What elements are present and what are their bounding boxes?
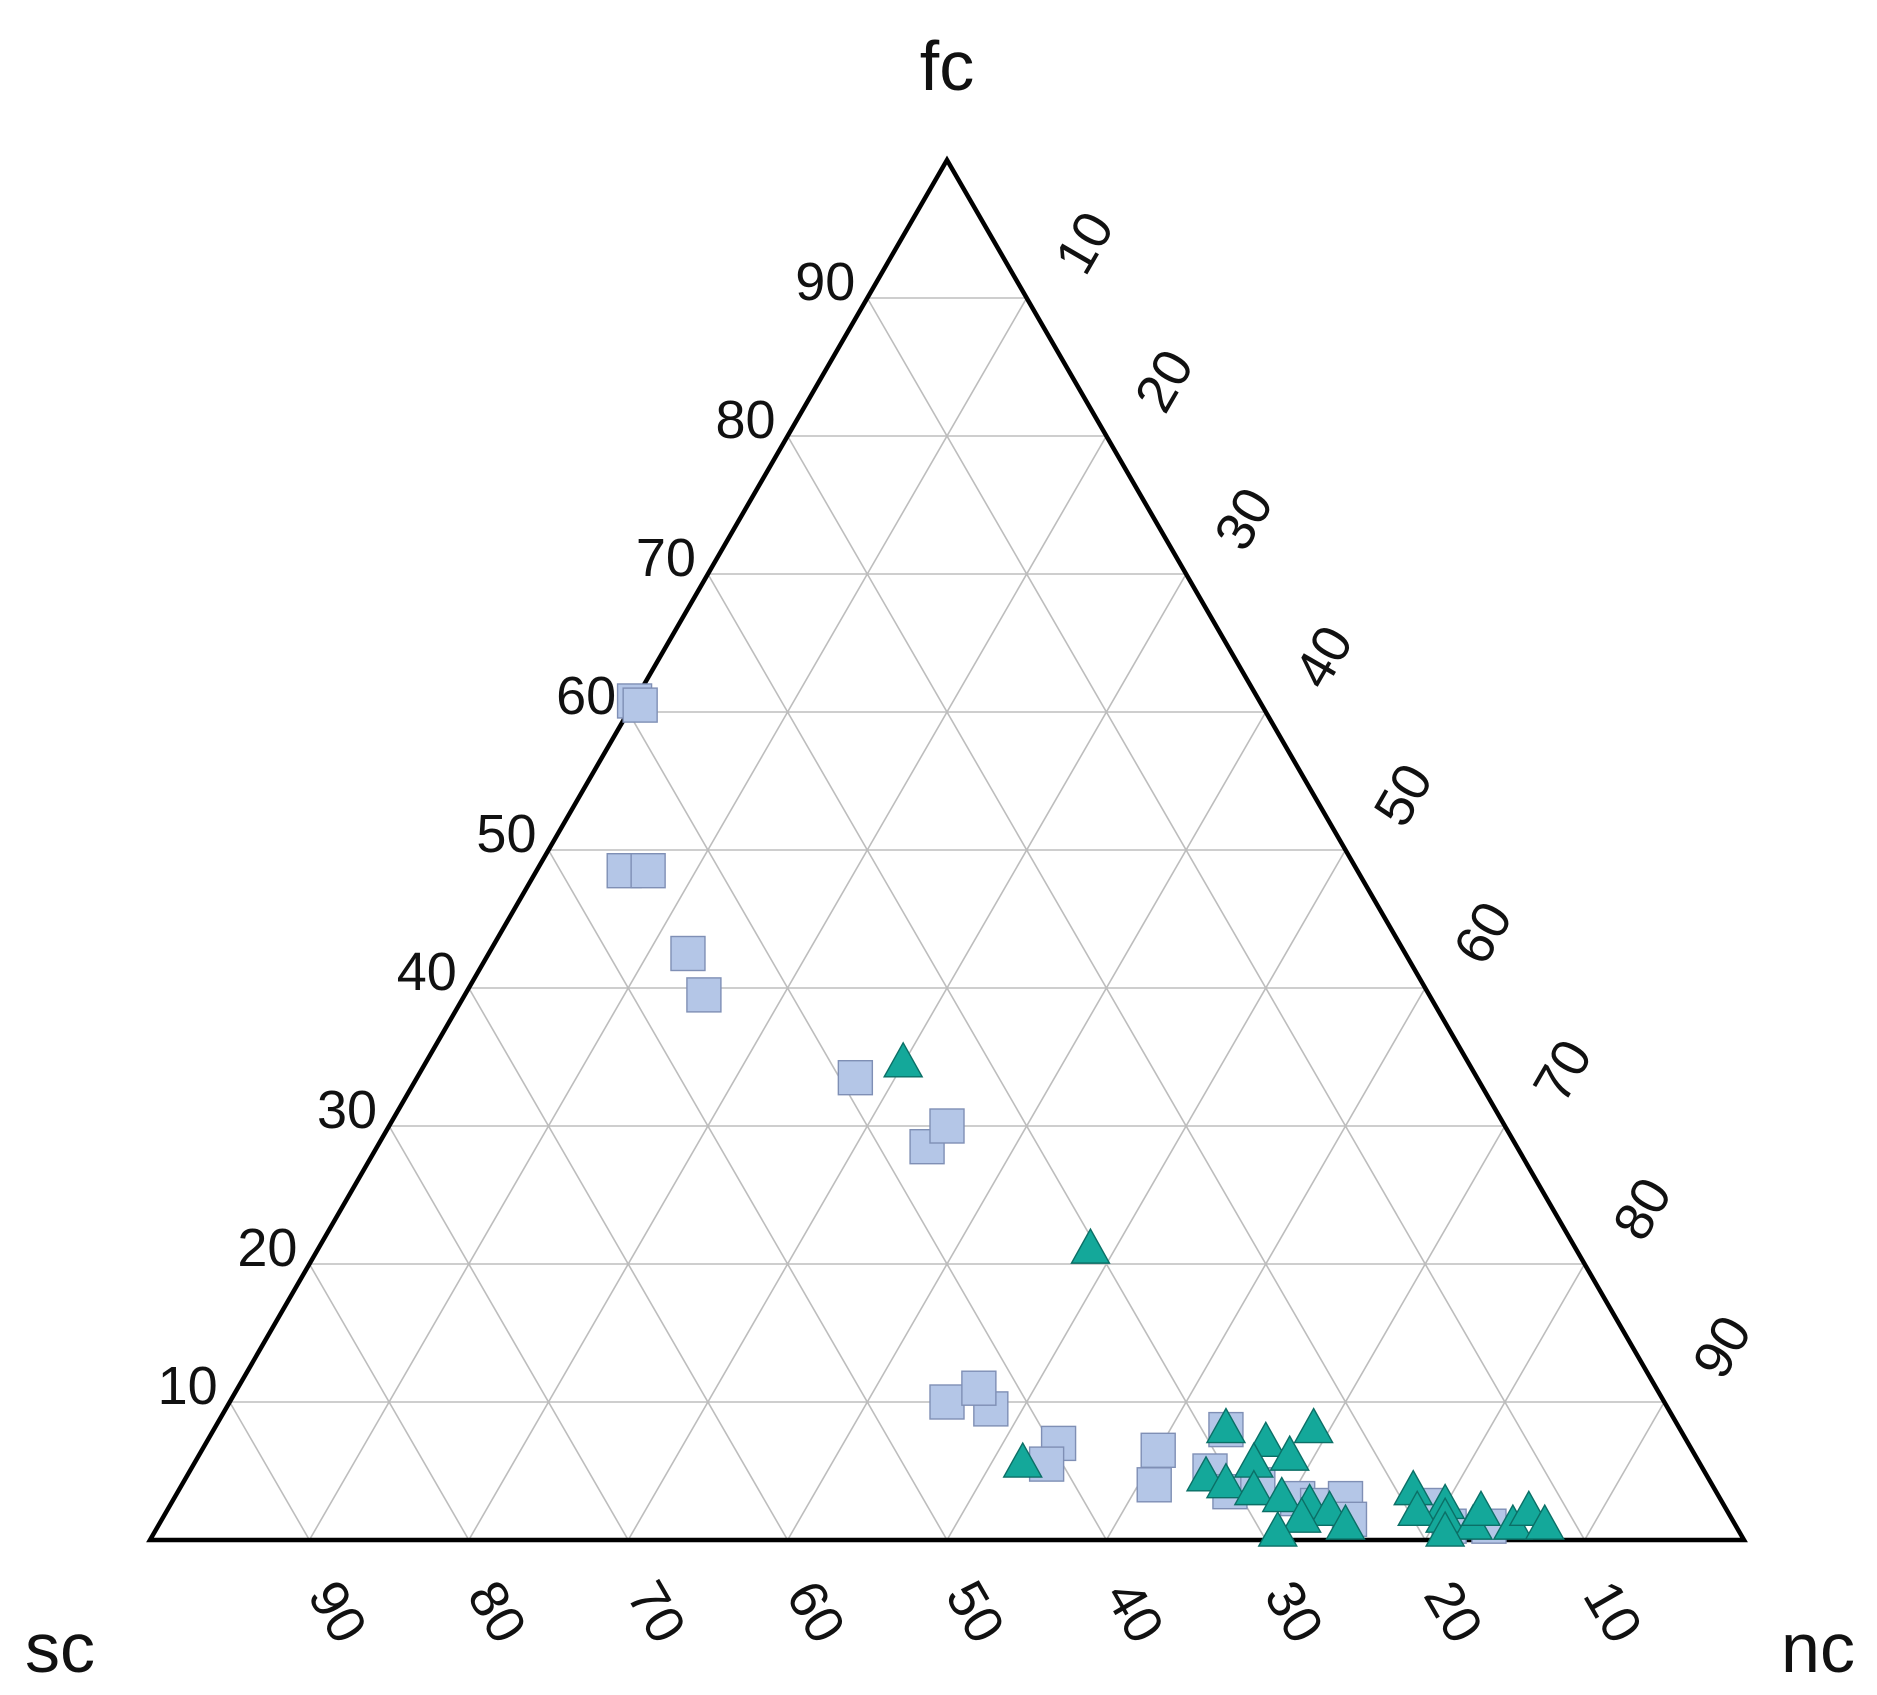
grid-line-sc-30	[707, 573, 1267, 1541]
data-point-triangle	[882, 1041, 924, 1078]
tick-label-sc-40: 40	[1093, 1571, 1175, 1653]
tick-label-fc-40: 40	[397, 942, 457, 1002]
grid-line-sc-80	[308, 1263, 470, 1541]
data-point-triangle	[1460, 1489, 1502, 1527]
tick-label-nc-60: 60	[1442, 892, 1524, 974]
data-point-square	[929, 1108, 965, 1144]
data-point-triangle	[1257, 1510, 1298, 1547]
data-point-square	[670, 935, 706, 972]
data-point-square	[929, 1384, 965, 1420]
tick-label-fc-80: 80	[716, 390, 776, 450]
data-point-square	[622, 687, 658, 723]
data-point-triangle	[1281, 1496, 1322, 1533]
data-point-triangle	[1070, 1227, 1111, 1264]
data-point-square	[1140, 1432, 1176, 1469]
data-point-triangle	[1269, 1434, 1310, 1471]
data-point-square	[630, 853, 666, 889]
grid-line-sc-60	[468, 987, 789, 1541]
grid-layer	[229, 297, 1665, 1541]
data-point-triangle	[1397, 1489, 1438, 1527]
grid-line-sc-90	[229, 1401, 311, 1541]
tick-label-nc-30: 30	[1203, 478, 1285, 560]
grid-line-nc-50	[946, 849, 1347, 1541]
tick-label-layer: 10 10 10 20 20 20 30 30 30 40 40 40 50 50 50 60 60 60 70 70…	[158, 202, 1764, 1653]
data-point-triangle	[1325, 1503, 1366, 1540]
data-point-square	[837, 1059, 874, 1096]
tick-label-fc-70: 70	[636, 528, 696, 588]
data-point-triangle	[1002, 1441, 1043, 1478]
data-point-triangle	[1424, 1510, 1466, 1547]
data-point-square	[1136, 1467, 1172, 1503]
grid-line-sc-70	[388, 1125, 629, 1541]
data-point-triangle	[1205, 1462, 1247, 1499]
data-point-triangle	[1261, 1476, 1302, 1513]
frame-layer	[146, 155, 1748, 1543]
data-point-triangle	[1205, 1407, 1247, 1444]
triangle-frame	[146, 155, 1748, 1543]
grid-line-nc-80	[1424, 1263, 1586, 1541]
tick-label-fc-50: 50	[476, 804, 536, 864]
tick-label-fc-90: 90	[795, 252, 855, 312]
tick-label-nc-10: 10	[1044, 202, 1126, 284]
tick-label-fc-10: 10	[158, 1356, 218, 1416]
grid-line-nc-10	[308, 297, 1028, 1541]
data-point-square	[961, 1370, 997, 1406]
vertex-label-sc: sc	[25, 1609, 95, 1687]
tick-label-nc-90: 90	[1681, 1306, 1763, 1388]
tick-label-sc-70: 70	[615, 1571, 697, 1653]
tick-label-nc-50: 50	[1362, 754, 1444, 836]
vertex-label-nc: nc	[1781, 1609, 1855, 1687]
tick-label-nc-70: 70	[1522, 1030, 1604, 1112]
data-point-triangle	[1524, 1503, 1565, 1540]
grid-line-sc-50	[547, 849, 948, 1541]
data-point-triangle	[1293, 1407, 1334, 1444]
data-point-square	[686, 977, 722, 1013]
tick-label-sc-80: 80	[456, 1571, 538, 1653]
tick-label-sc-20: 20	[1412, 1571, 1494, 1653]
grid-line-nc-90	[1583, 1401, 1665, 1541]
tick-label-sc-60: 60	[775, 1571, 857, 1653]
tick-label-nc-80: 80	[1602, 1168, 1684, 1250]
tick-label-fc-60: 60	[556, 666, 616, 726]
tick-label-fc-20: 20	[237, 1218, 297, 1278]
data-point-triangle	[1233, 1469, 1275, 1506]
grid-line-sc-10	[866, 297, 1586, 1541]
tick-label-sc-10: 10	[1572, 1571, 1654, 1653]
vertex-label-fc: fc	[920, 27, 974, 105]
square-series-layer	[606, 683, 1507, 1544]
tick-label-nc-20: 20	[1123, 340, 1205, 422]
tick-label-nc-40: 40	[1283, 616, 1365, 698]
tick-label-sc-30: 30	[1253, 1571, 1335, 1653]
tick-label-fc-30: 30	[317, 1080, 377, 1140]
grid-line-nc-70	[1265, 1125, 1506, 1541]
tick-label-sc-50: 50	[934, 1571, 1016, 1653]
tick-label-sc-90: 90	[296, 1571, 378, 1653]
triangle-series-layer	[882, 1041, 1565, 1547]
